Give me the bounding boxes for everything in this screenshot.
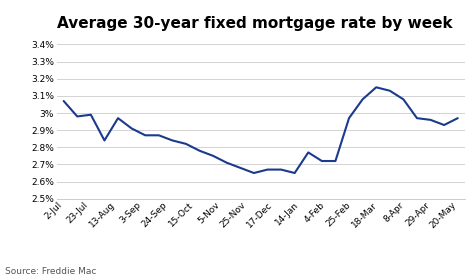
Text: Source: Freddie Mac: Source: Freddie Mac: [5, 267, 96, 276]
Text: Average 30-year fixed mortgage rate by week: Average 30-year fixed mortgage rate by w…: [57, 15, 453, 31]
